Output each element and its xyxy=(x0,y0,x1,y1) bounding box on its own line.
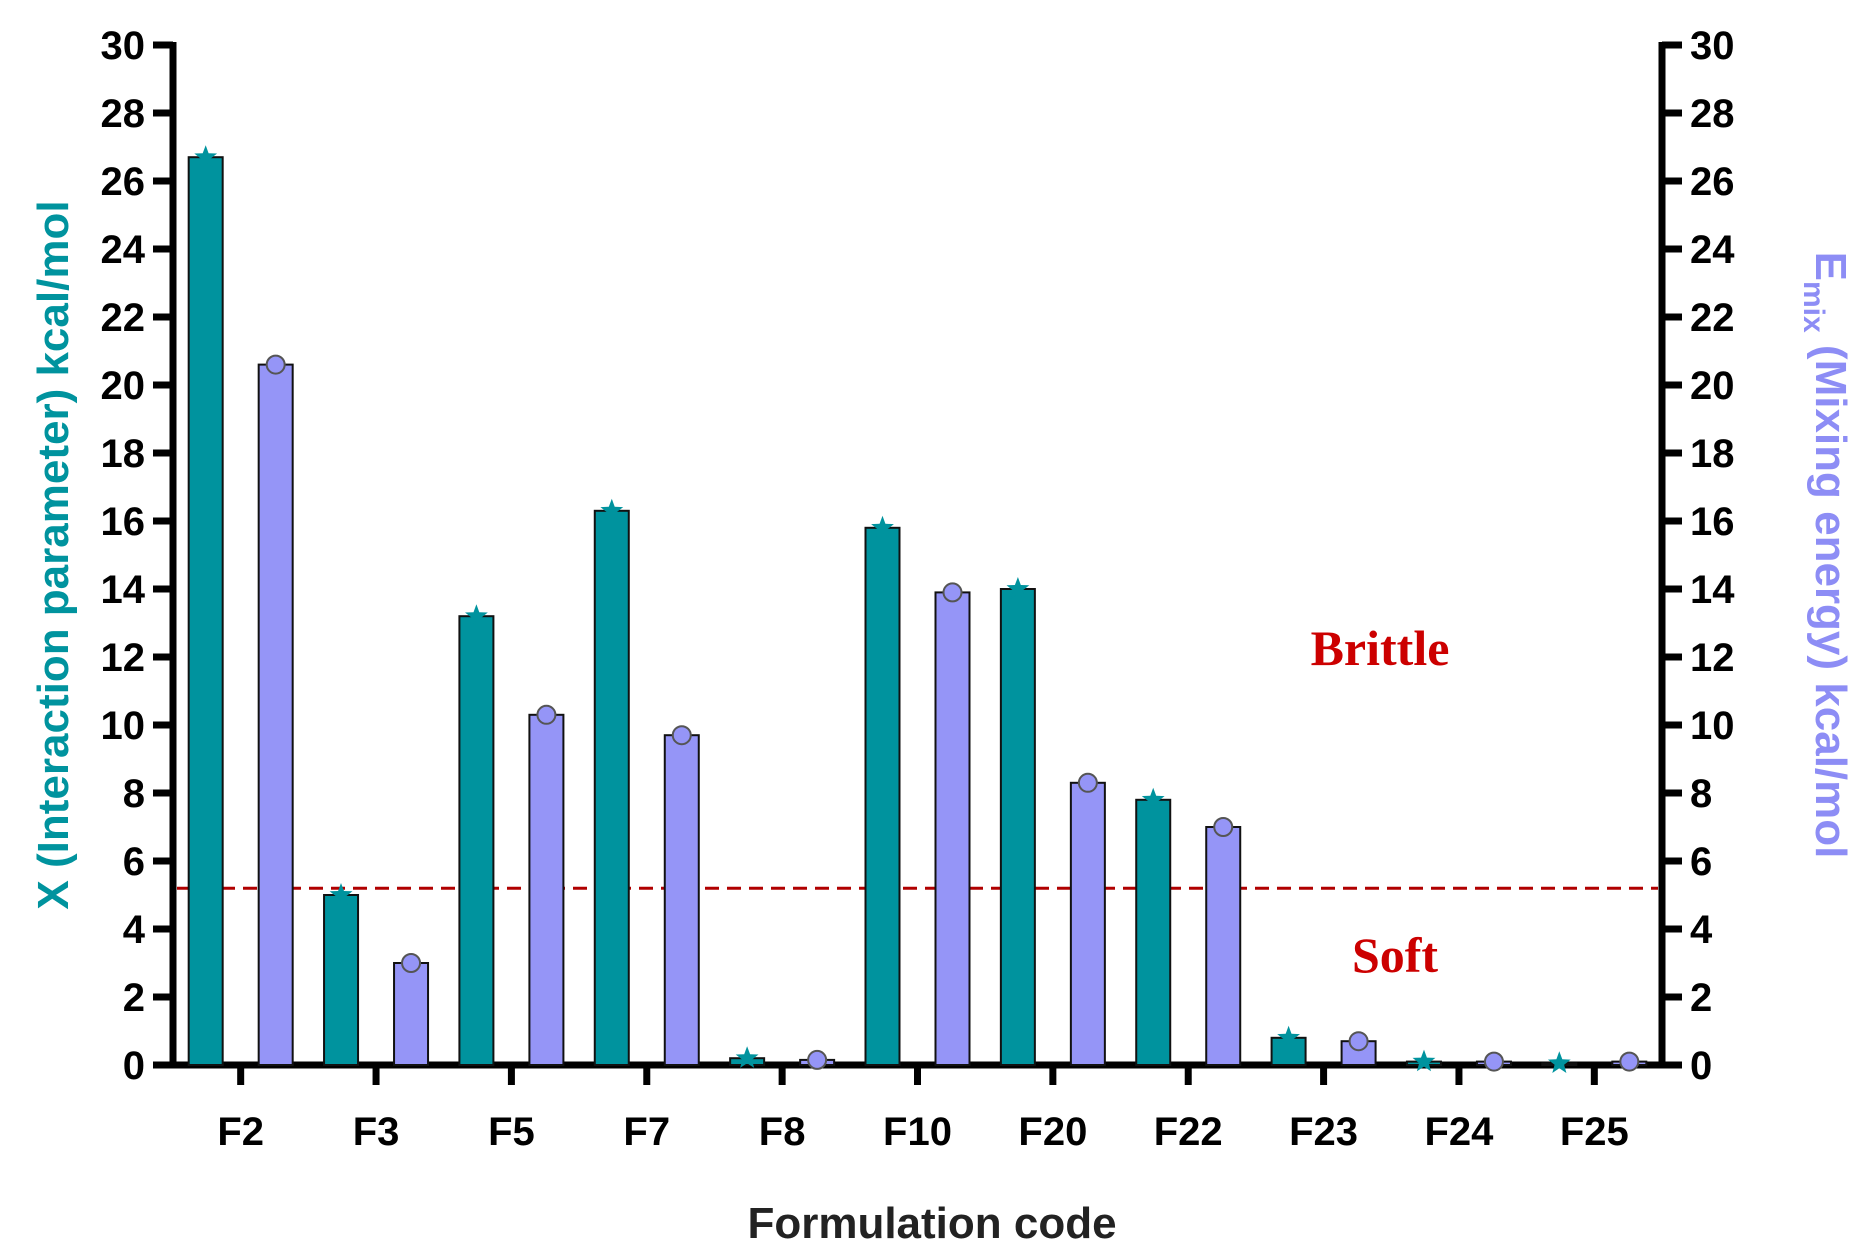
data-marker-circle xyxy=(942,582,963,603)
y-tick-label-left: 0 xyxy=(123,1044,145,1088)
y-tick-label-right: 0 xyxy=(1690,1044,1712,1088)
y-tick-label-left: 18 xyxy=(101,432,146,476)
y-tick-label-left: 14 xyxy=(101,568,146,612)
y-axis-title-left: X (Interaction parameter) kcal/mol xyxy=(29,200,78,909)
data-marker-circle xyxy=(807,1049,828,1070)
y-tick-label-right: 30 xyxy=(1690,24,1735,68)
bar-interaction xyxy=(458,615,495,1066)
bar-interaction xyxy=(864,526,901,1066)
data-marker-star xyxy=(465,604,488,626)
x-tick-label: F5 xyxy=(488,1110,535,1154)
data-marker-circle xyxy=(401,953,422,973)
y-tick-label-left: 2 xyxy=(123,976,145,1020)
y-tick-label-left: 8 xyxy=(123,772,145,816)
bar-interaction xyxy=(187,156,224,1066)
y-tick-label-left: 20 xyxy=(101,364,146,408)
x-tick-label: F20 xyxy=(1018,1110,1087,1154)
y-tick-label-left: 26 xyxy=(101,160,146,204)
y-tick-label-right: 2 xyxy=(1690,976,1712,1020)
bar-interaction xyxy=(323,894,360,1066)
bar-mixing xyxy=(393,962,430,1066)
data-marker-star xyxy=(871,515,894,538)
bar-mixing xyxy=(1069,781,1106,1066)
y-tick-label-right: 16 xyxy=(1690,500,1735,544)
data-marker-star xyxy=(1412,1049,1436,1072)
markers-layer xyxy=(194,145,1640,1073)
x-tick-label: F24 xyxy=(1424,1110,1494,1154)
x-tick-label: F23 xyxy=(1289,1110,1358,1154)
data-marker-circle xyxy=(671,725,692,746)
y-tick-label-right: 4 xyxy=(1690,908,1713,952)
data-marker-circle xyxy=(1619,1051,1640,1072)
y-axis-title-right-rest: (Mixing energy) kcal/mol xyxy=(1806,333,1855,859)
y-tick-label-right: 6 xyxy=(1690,840,1712,884)
x-tick-label: F7 xyxy=(623,1110,670,1154)
annotation-brittle: Brittle xyxy=(1311,620,1450,676)
y-axis-title-right: Emix (Mixing energy) kcal/mol xyxy=(1797,252,1855,859)
data-marker-circle xyxy=(536,704,557,725)
y-tick-label-right: 12 xyxy=(1690,636,1735,680)
x-tick-label: F22 xyxy=(1154,1110,1223,1154)
x-tick-label: F2 xyxy=(217,1110,264,1154)
y-tick-label-right: 14 xyxy=(1690,568,1735,612)
y-tick-label-left: 22 xyxy=(101,296,146,340)
data-marker-circle xyxy=(265,354,286,375)
y-tick-label-right: 8 xyxy=(1690,772,1712,816)
data-marker-star xyxy=(1006,577,1030,599)
y-tick-label-left: 10 xyxy=(101,704,146,748)
bar-mixing xyxy=(257,363,294,1067)
y-tick-label-left: 24 xyxy=(101,228,146,272)
bar-mixing xyxy=(1205,826,1242,1066)
x-tick-label: F25 xyxy=(1560,1110,1629,1154)
y-tick-label-right: 22 xyxy=(1690,296,1735,340)
data-marker-star xyxy=(1141,787,1165,810)
y-tick-label-left: 12 xyxy=(101,636,146,680)
data-marker-star xyxy=(194,145,218,167)
y-tick-label-right: 24 xyxy=(1690,228,1735,272)
data-marker-circle xyxy=(1348,1031,1369,1052)
y-tick-label-right: 26 xyxy=(1690,160,1735,204)
data-marker-circle xyxy=(1483,1051,1504,1072)
y-tick-label-left: 6 xyxy=(123,840,145,884)
y-tick-label-right: 18 xyxy=(1690,432,1735,476)
bar-mixing xyxy=(934,591,971,1067)
x-tick-label: F8 xyxy=(759,1110,806,1154)
y-axis-title-right-sub: mix xyxy=(1797,281,1830,333)
data-marker-star xyxy=(1277,1025,1300,1048)
data-marker-circle xyxy=(1077,772,1098,793)
bar-mixing xyxy=(528,713,565,1066)
x-tick-label: F3 xyxy=(353,1110,400,1154)
y-axis-title-right-main: E xyxy=(1806,252,1855,281)
y-tick-label-left: 16 xyxy=(101,500,146,544)
y-tick-label-right: 20 xyxy=(1690,364,1735,408)
axes xyxy=(153,41,1682,1085)
bar-interaction xyxy=(1135,798,1172,1066)
data-marker-star xyxy=(1547,1051,1571,1073)
y-tick-label-left: 4 xyxy=(123,908,146,952)
y-tick-label-left: 28 xyxy=(101,92,146,136)
x-axis-title: Formulation code xyxy=(747,1199,1116,1248)
data-marker-star xyxy=(735,1046,759,1068)
data-marker-circle xyxy=(1213,817,1234,837)
annotation-soft: Soft xyxy=(1352,927,1438,983)
data-marker-star xyxy=(600,498,624,521)
x-tick-label: F10 xyxy=(883,1110,952,1154)
bar-interaction xyxy=(593,509,630,1066)
bar-mixing xyxy=(663,734,700,1066)
data-marker-star xyxy=(329,883,353,905)
y-tick-label-right: 10 xyxy=(1690,704,1735,748)
bar-interaction xyxy=(999,588,1036,1066)
y-tick-label-left: 30 xyxy=(101,24,146,68)
y-tick-label-right: 28 xyxy=(1690,92,1735,136)
